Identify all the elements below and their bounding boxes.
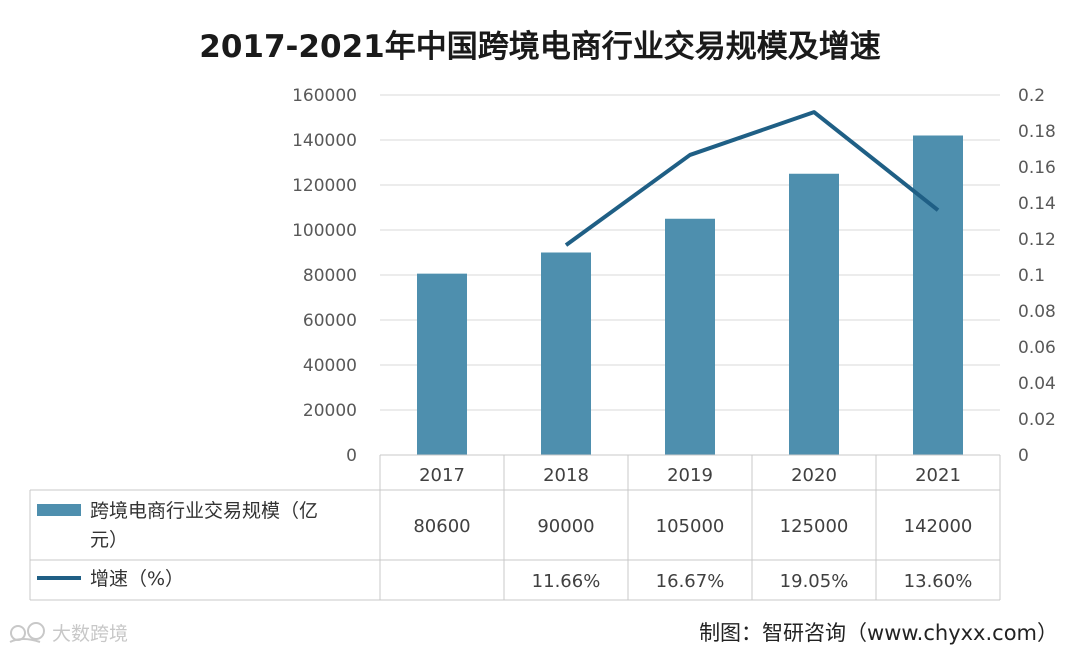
right-tick-label: 0.2 xyxy=(1018,86,1045,106)
bar-series xyxy=(417,135,963,455)
left-axis-ticks: 0 20000 40000 60000 80000 100000 120000 140000 1… xyxy=(292,86,357,466)
right-tick-label: 0.1 xyxy=(1018,266,1045,286)
right-tick-label: 0.08 xyxy=(1018,302,1056,322)
bar xyxy=(417,273,467,455)
table-cell-value: 11.66% xyxy=(532,571,601,592)
left-tick-label: 160000 xyxy=(292,86,357,106)
right-tick-label: 0.06 xyxy=(1018,338,1056,358)
bar xyxy=(541,252,591,455)
left-tick-label: 20000 xyxy=(303,401,357,421)
left-tick-label: 0 xyxy=(346,446,357,466)
table-cell-value: 13.60% xyxy=(904,571,973,592)
right-axis-ticks: 0 0.02 0.04 0.06 0.08 0.1 0.12 0.14 0.16 0.18 0.2 xyxy=(1018,86,1056,466)
bar xyxy=(913,135,963,455)
left-tick-label: 60000 xyxy=(303,311,357,331)
left-tick-label: 140000 xyxy=(292,131,357,151)
line-series xyxy=(564,110,940,247)
right-tick-label: 0.16 xyxy=(1018,158,1056,178)
left-tick-label: 100000 xyxy=(292,221,357,241)
left-tick-label: 80000 xyxy=(303,266,357,286)
legend-bar-label: 跨境电商行业交易规模（亿元） xyxy=(90,500,318,551)
growth-line xyxy=(564,110,940,247)
left-tick-label: 40000 xyxy=(303,356,357,376)
table-cell-value: 80600 xyxy=(413,516,470,537)
right-tick-label: 0.14 xyxy=(1018,194,1056,214)
category-label: 2020 xyxy=(791,465,837,486)
category-label: 2021 xyxy=(915,465,961,486)
table-cell-value: 16.67% xyxy=(656,571,725,592)
source-note: 制图：智研咨询（www.chyxx.com） xyxy=(699,621,1058,645)
right-tick-label: 0.04 xyxy=(1018,374,1056,394)
right-tick-label: 0.02 xyxy=(1018,410,1056,430)
right-tick-label: 0.12 xyxy=(1018,230,1056,250)
table-cell-value: 90000 xyxy=(537,516,594,537)
category-label: 2019 xyxy=(667,465,713,486)
data-table: 2017 2018 2019 2020 2021 跨境电商行业交易规模（亿元） 80600 9… xyxy=(29,454,1001,601)
category-label: 2018 xyxy=(543,465,589,486)
chart-title: 2017-2021年中国跨境电商行业交易规模及增速 xyxy=(199,29,880,65)
bar xyxy=(789,173,839,455)
table-cell-value: 125000 xyxy=(780,516,849,537)
right-tick-label: 0 xyxy=(1018,446,1029,466)
bar xyxy=(665,218,715,455)
legend-line-label: 增速（%） xyxy=(90,568,184,590)
watermark: 大数跨境 xyxy=(9,622,128,645)
legend-bar-swatch xyxy=(37,504,81,516)
category-label: 2017 xyxy=(419,465,465,486)
table-cell-value: 142000 xyxy=(904,516,973,537)
table-cell-value: 19.05% xyxy=(780,571,849,592)
watermark-text: 大数跨境 xyxy=(52,623,128,645)
left-tick-label: 120000 xyxy=(292,176,357,196)
watermark-logo-icon xyxy=(9,622,45,643)
table-cell-value: 105000 xyxy=(656,516,725,537)
right-tick-label: 0.18 xyxy=(1018,122,1056,142)
